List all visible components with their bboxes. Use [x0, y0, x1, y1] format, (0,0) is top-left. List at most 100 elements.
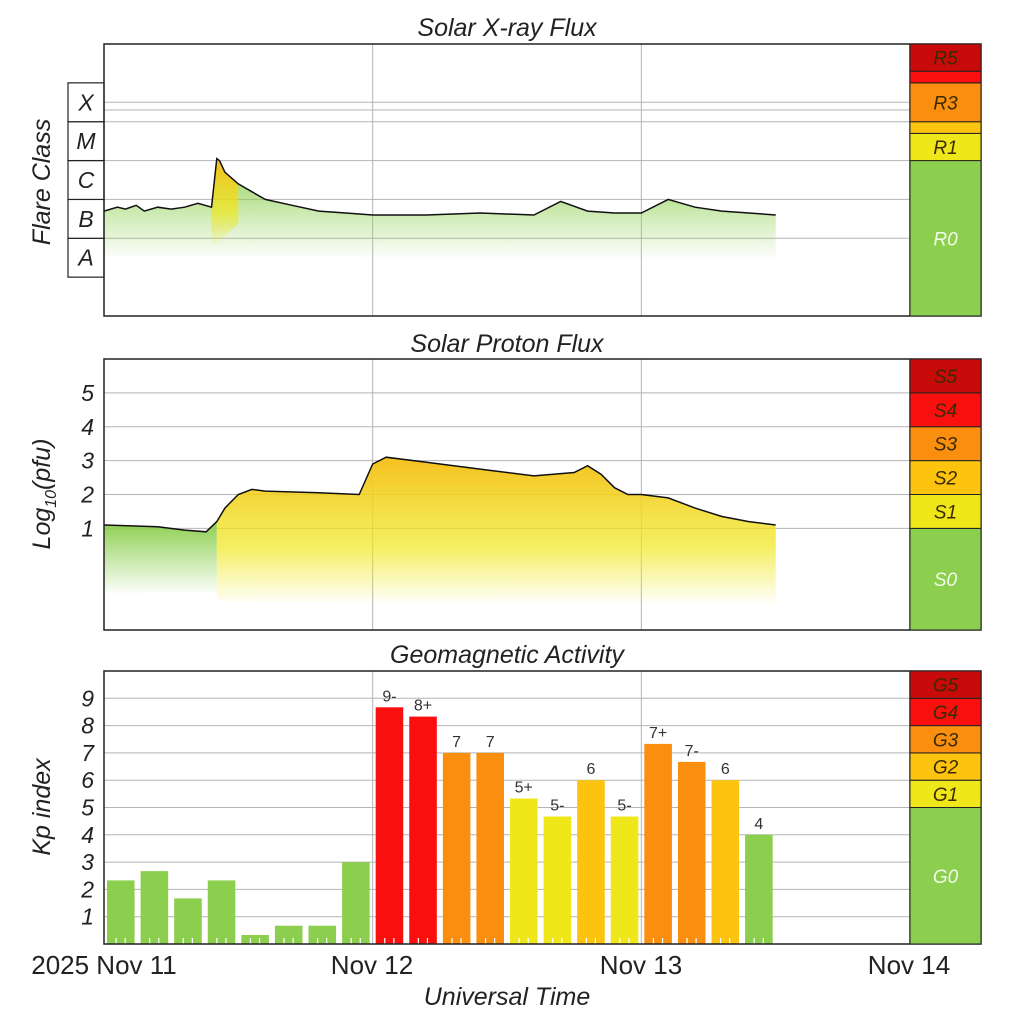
kp-bar — [274, 925, 303, 944]
kp-bar — [442, 752, 471, 944]
kp-bar — [577, 780, 605, 944]
scale-level-s3 — [909, 426, 982, 462]
kp-bar-label: 5- — [617, 798, 631, 815]
scale-level-s4 — [909, 392, 982, 428]
kp-bar — [174, 898, 202, 944]
y-tick-label: 2 — [80, 876, 94, 902]
scale-label-r3: R3 — [933, 93, 958, 114]
plot-frame — [103, 43, 982, 317]
scale-label-s4: S4 — [934, 401, 957, 422]
scale-level-g3 — [909, 725, 982, 754]
xray-flux-line — [103, 157, 776, 216]
xray-y-axis-label: Flare Class — [28, 119, 56, 245]
scale-label-g5: G5 — [933, 676, 959, 697]
proton-flux-fill-elevated — [216, 457, 776, 605]
scale-level-r2 — [909, 121, 982, 134]
kp-bar-label: 5+ — [515, 779, 533, 796]
kp-y-axis-label: Kp index — [28, 757, 56, 856]
scale-label-r1: R1 — [933, 138, 957, 159]
kp-bar — [140, 871, 169, 944]
scale-label-r5: R5 — [933, 49, 958, 70]
scale-level-s5 — [909, 358, 982, 394]
y-tick-label: 6 — [81, 767, 94, 793]
flare-class-box — [67, 237, 105, 278]
flare-class-box — [67, 198, 105, 239]
y-tick-label: 4 — [81, 414, 94, 440]
kp-bar — [308, 925, 337, 944]
proton-flux-fill-quiet — [104, 521, 217, 595]
proton-panel-title: Solar Proton Flux — [410, 330, 605, 358]
y-tick-label: 7 — [81, 740, 95, 766]
x-tick-label: 2025 Nov 11 — [31, 950, 177, 980]
flare-class-label: X — [77, 89, 95, 115]
kp-bar-label: 7+ — [649, 725, 667, 742]
scale-label-r0: R0 — [933, 229, 958, 250]
x-tick-label: Nov 12 — [331, 950, 413, 980]
kp-bar — [510, 798, 538, 944]
kp-panel-title: Geomagnetic Activity — [390, 641, 625, 669]
kp-bar-label: 4 — [754, 816, 763, 833]
x-tick-label: Nov 14 — [868, 950, 950, 980]
scale-level-r4 — [909, 70, 982, 84]
x-tick-label: Nov 13 — [600, 950, 682, 980]
scale-level-s2 — [909, 460, 982, 495]
scale-level-r0 — [909, 160, 982, 317]
scale-label-s1: S1 — [934, 502, 957, 523]
xray-flux-fill — [104, 158, 776, 260]
scale-label-s2: S2 — [934, 469, 958, 490]
y-tick-label: 4 — [81, 822, 94, 848]
kp-bar — [476, 752, 504, 944]
scale-label-g2: G2 — [933, 758, 959, 779]
y-tick-label: 3 — [81, 849, 94, 875]
proton-panel: 1 2 3 4 5 S0 S1 S2 S3 S4 S5 — [80, 358, 982, 631]
xray-panel-title: Solar X-ray Flux — [417, 14, 598, 42]
scale-level-g0 — [909, 807, 982, 945]
flare-class-label: A — [76, 245, 93, 271]
kp-bar — [644, 743, 672, 944]
scale-label-s3: S3 — [934, 435, 958, 456]
kp-bar-label: 5- — [550, 798, 564, 815]
y-tick-label: 1 — [81, 904, 94, 930]
kp-bar-label: 6 — [721, 761, 730, 778]
kp-bar-label: 6 — [587, 761, 596, 778]
xray-flare-fill — [211, 158, 239, 248]
kp-bar — [677, 761, 706, 944]
kp-bar-label: 7- — [685, 743, 699, 760]
scale-level-s0 — [909, 527, 982, 631]
kp-bar — [409, 716, 437, 944]
scale-label-s0: S0 — [934, 570, 958, 591]
kp-bar — [107, 880, 135, 944]
kp-bar — [711, 780, 740, 944]
scale-label-g4: G4 — [933, 703, 958, 724]
scale-level-s1 — [909, 494, 982, 529]
y-tick-label: 1 — [81, 515, 94, 541]
kp-bar — [375, 707, 404, 944]
flare-class-label: C — [78, 167, 95, 193]
x-axis-label: Universal Time — [424, 983, 590, 1011]
y-tick-label: 9 — [81, 685, 94, 711]
kp-bar — [610, 816, 639, 944]
kp-bar-label: 9- — [382, 688, 396, 705]
kp-bar — [342, 862, 370, 944]
scale-level-g5 — [909, 670, 982, 699]
kp-bar-label: 7 — [486, 734, 495, 751]
y-tick-label: 5 — [81, 380, 94, 406]
kp-bar-label: 7 — [452, 734, 461, 751]
flare-class-label: B — [78, 206, 93, 232]
scale-label-g3: G3 — [933, 730, 959, 751]
flare-class-label: M — [76, 128, 96, 154]
y-tick-label: 2 — [80, 482, 94, 508]
proton-y-axis-label: Log10(pfu) — [28, 439, 60, 550]
scale-level-r1 — [909, 132, 982, 162]
y-tick-label: 8 — [81, 713, 94, 739]
y-tick-label: 5 — [81, 795, 94, 821]
kp-bar — [543, 816, 572, 944]
scale-level-r5 — [909, 43, 982, 72]
proton-flux-line — [103, 456, 776, 533]
kp-bar-label: 8+ — [414, 698, 432, 715]
scale-label-g0: G0 — [933, 867, 959, 888]
scale-label-s5: S5 — [934, 367, 958, 388]
